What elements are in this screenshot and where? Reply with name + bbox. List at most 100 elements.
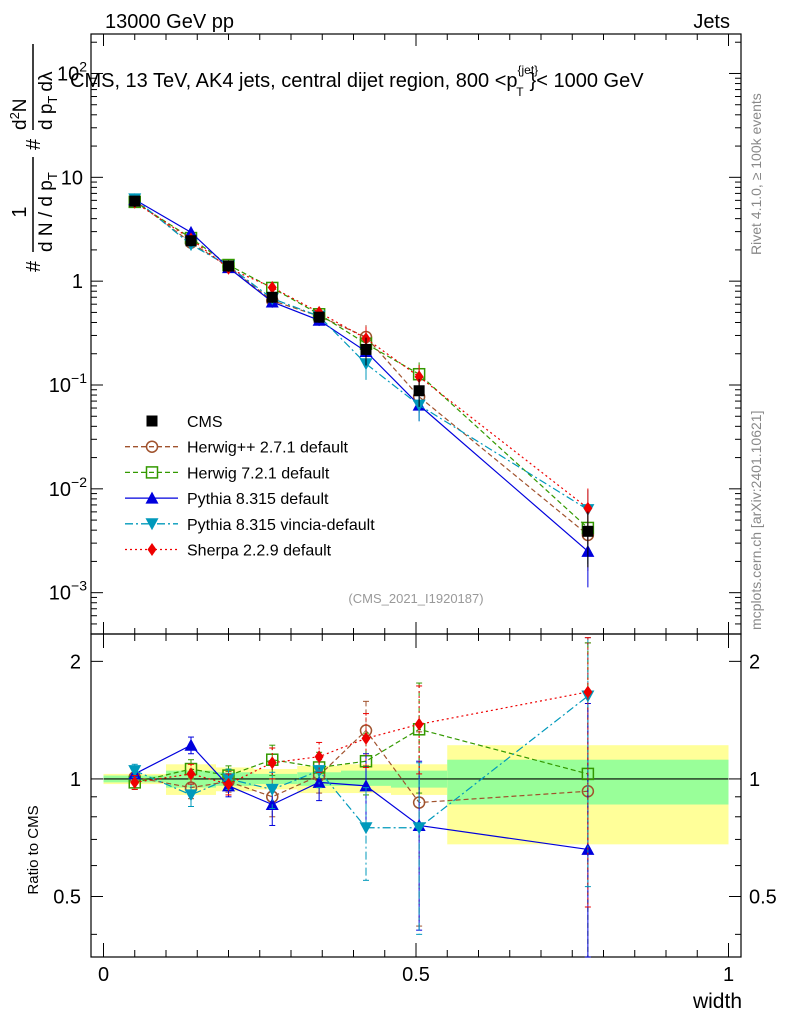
ratio-series-pythia-8-315-vincia-default (128, 637, 595, 935)
ratio-x-tick-label: 1 (723, 964, 734, 986)
ylabel-hash2: # (23, 138, 45, 150)
ratio-point (414, 717, 424, 731)
ratio-x-tick-label: 0 (98, 964, 109, 986)
ratio-point (128, 765, 142, 778)
main-plot-panel: 10−3 10−2 10−1 1 10 102 (49, 33, 742, 635)
main-y-tick-label: 10 (61, 167, 83, 189)
ratio-line (134, 744, 588, 851)
ratio-y-tick-label: 0.5 (53, 887, 81, 909)
svg-text:d2N: d2N (7, 98, 31, 130)
legend-entry: Herwig++ 2.7.1 default (125, 440, 349, 457)
data-point (583, 501, 593, 515)
legend-marker (145, 518, 159, 531)
ratio-point (186, 767, 196, 781)
ylabel-d2n-sup: 2 (7, 112, 22, 119)
main-y-tick-label: 10−3 (49, 578, 87, 605)
ylabel-dpt: d p (36, 104, 57, 130)
ratio-point (412, 822, 426, 835)
ylabel-hash1: # (23, 260, 45, 272)
header-energy-label: 13000 GeV pp (105, 11, 234, 33)
ratio-point (265, 798, 279, 811)
legend-entry: Pythia 8.315 default (125, 491, 329, 508)
ratio-line (134, 695, 589, 829)
main-y-tick-label: 102 (57, 58, 87, 85)
series-line (134, 201, 589, 509)
legend-entry: Pythia 8.315 vincia-default (125, 517, 375, 534)
data-point (360, 343, 372, 355)
ratio-point (184, 738, 198, 751)
ratio-point (361, 731, 371, 745)
data-point (185, 235, 197, 247)
legend-marker (145, 491, 159, 504)
legend-label: Pythia 8.315 default (187, 491, 329, 508)
legend-marker (147, 543, 157, 556)
x-axis-label: width (692, 990, 742, 1013)
ratio-y-tick-label: 2 (70, 651, 81, 673)
main-series-herwig-7-2-1-default (128, 195, 595, 564)
svg-text:#: # (23, 260, 45, 272)
ylabel-d2n: d (10, 119, 31, 130)
data-point (313, 311, 325, 323)
legend-marker (145, 466, 159, 479)
data-point (184, 225, 198, 238)
data-point (223, 260, 234, 272)
ratio-y-tick-label-right: 0.5 (749, 887, 777, 909)
legend-marker (146, 415, 158, 427)
ratio-point (312, 765, 326, 778)
ratio-point (312, 775, 326, 788)
ratio-y-tick-label-right: 2 (749, 651, 760, 673)
ratio-x-tick-label: 0.5 (402, 964, 430, 986)
ratio-point (224, 777, 233, 791)
ratio-point (265, 783, 279, 796)
series-line (134, 199, 589, 552)
svg-text:d pTdλ: d pTdλ (36, 71, 60, 130)
data-point (129, 195, 141, 207)
svg-text:#: # (23, 138, 45, 150)
ratio-point (130, 775, 140, 789)
data-point (582, 525, 594, 537)
ylabel-dlambda: dλ (36, 71, 57, 92)
ratio-point (184, 789, 198, 802)
ylabel-d2n-tail: N (10, 98, 31, 112)
legend-label: CMS (187, 414, 223, 431)
plot-title: CMS, 13 TeV, AK4 jets, central dijet reg… (70, 63, 644, 99)
ratio-y-tick-label-right: 1 (749, 769, 760, 791)
ratio-line (134, 729, 588, 804)
legend: CMS Herwig++ 2.7.1 default Herwig 7.2.1 de… (125, 414, 375, 560)
data-point (413, 385, 425, 397)
legend-label: Sherpa 2.2.9 default (187, 543, 332, 560)
header-process-label: Jets (693, 11, 730, 33)
legend-entry: Sherpa 2.2.9 default (125, 543, 332, 560)
ratio-point (267, 756, 277, 770)
ratio-point (314, 750, 324, 764)
main-series-cms (129, 195, 594, 568)
legend-label: Herwig++ 2.7.1 default (187, 440, 349, 457)
data-point (267, 280, 277, 294)
mcplots-label: mcplots.cern.ch [arXiv:2401.10621] (748, 411, 764, 630)
legend-label: Pythia 8.315 vincia-default (187, 517, 375, 534)
analysis-watermark: (CMS_2021_I1920187) (348, 591, 483, 606)
series-line (134, 199, 589, 536)
ratio-point (359, 779, 373, 792)
ylabel-dpt-sub: T (45, 96, 60, 104)
ratio-y-tick-label: 1 (70, 769, 81, 791)
legend-label: Herwig 7.2.1 default (187, 465, 330, 482)
rivet-version-label: Rivet 4.1.0, ≥ 100k events (748, 93, 764, 255)
ylabel-one: 1 (9, 206, 31, 217)
ratio-point (359, 822, 373, 835)
main-y-tick-label: 10−1 (49, 370, 87, 397)
data-point (414, 370, 424, 384)
data-point (266, 291, 278, 303)
ylabel-dn-sub: T (45, 172, 60, 180)
svg-text:d N / d pT: d N / d pT (36, 172, 60, 252)
series-line (134, 198, 589, 511)
main-y-axis-label: # 1 d N / d pT # d2N d pTdλ (7, 44, 60, 272)
main-y-tick-label: 1 (72, 271, 83, 293)
legend-entry: Herwig 7.2.1 default (125, 465, 330, 482)
ylabel-dn: d N / d p (36, 180, 57, 252)
main-series-herwig-2-7-1-default (128, 194, 595, 571)
ratio-point (583, 685, 593, 699)
main-y-tick-label: 10−2 (49, 474, 87, 501)
ratio-series-sherpa-2-2-9-default (130, 637, 593, 908)
